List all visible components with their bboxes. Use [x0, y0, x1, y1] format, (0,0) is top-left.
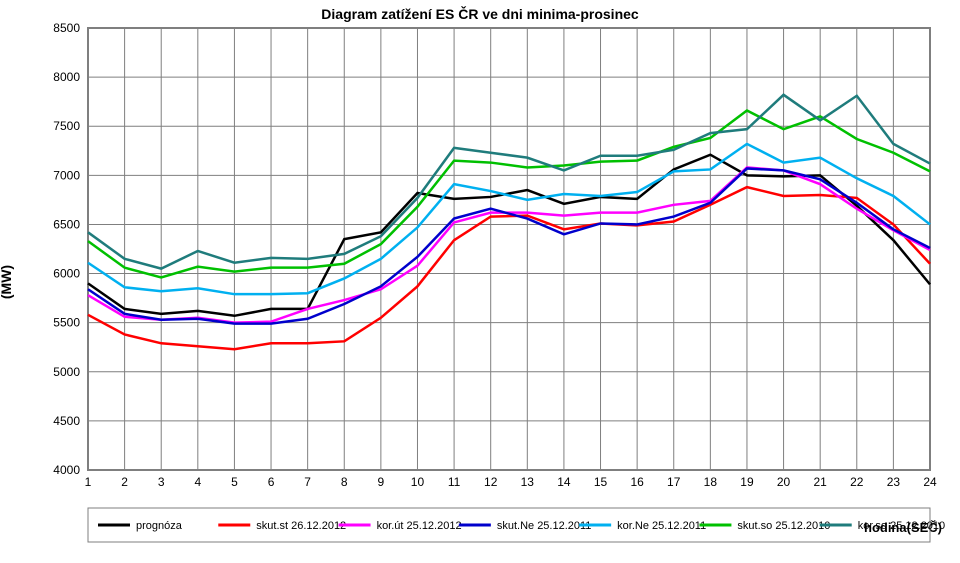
legend-label-skut_so_2010: skut.so 25.12.2010: [737, 520, 830, 532]
y-tick-label: 4500: [53, 414, 80, 428]
y-tick-label: 6000: [53, 267, 80, 281]
y-tick-label: 8000: [53, 70, 80, 84]
x-tick-label: 17: [667, 475, 681, 489]
series-kor_ut_2012: [88, 167, 930, 322]
x-tick-label: 23: [887, 475, 901, 489]
x-tick-label: 1: [85, 475, 92, 489]
x-tick-label: 16: [630, 475, 644, 489]
legend-label-kor_ut_2012: kor.út 25.12.2012: [377, 520, 462, 532]
series-kor_ne_2011: [88, 144, 930, 294]
series-skut_ne_2011: [88, 168, 930, 323]
y-tick-label: 4000: [53, 463, 80, 477]
x-tick-label: 14: [557, 475, 571, 489]
x-tick-label: 2: [121, 475, 128, 489]
legend-label-prognoza: prognóza: [136, 520, 183, 532]
x-tick-label: 10: [411, 475, 425, 489]
legend-label-kor_ne_2011: kor.Ne 25.12.2011: [617, 520, 706, 532]
y-tick-label: 6500: [53, 217, 80, 231]
x-tick-label: 5: [231, 475, 238, 489]
x-tick-label: 15: [594, 475, 608, 489]
x-tick-label: 24: [923, 475, 937, 489]
y-tick-label: 5500: [53, 316, 80, 330]
x-tick-label: 21: [813, 475, 827, 489]
x-tick-label: 22: [850, 475, 864, 489]
x-tick-label: 19: [740, 475, 754, 489]
legend-label-skut_ne_2011: skut.Ne 25.12.2011: [497, 520, 592, 532]
x-tick-label: 13: [521, 475, 535, 489]
x-tick-label: 3: [158, 475, 165, 489]
x-tick-label: 6: [268, 475, 275, 489]
x-tick-label: 20: [777, 475, 791, 489]
x-tick-label: 8: [341, 475, 348, 489]
y-tick-label: 5000: [53, 365, 80, 379]
x-tick-label: 11: [448, 475, 461, 489]
chart-svg: 4000 4500 5000 5500 6000 6500 7000 7500 8000 8500…: [0, 0, 960, 563]
legend-label-skut_st_2012: skut.st 26.12.2012: [256, 520, 346, 532]
x-tick-label: 18: [704, 475, 718, 489]
x-tick-label: 9: [378, 475, 385, 489]
x-tick-label: 12: [484, 475, 498, 489]
y-tick-label: 7000: [53, 168, 80, 182]
y-tick-label: 8500: [53, 21, 80, 35]
x-tick-label: 7: [304, 475, 311, 489]
y-tick-label: 7500: [53, 119, 80, 133]
legend-label-kor_so_2010: kor.so 25.12.2010: [858, 520, 945, 532]
x-tick-label: 4: [194, 475, 201, 489]
